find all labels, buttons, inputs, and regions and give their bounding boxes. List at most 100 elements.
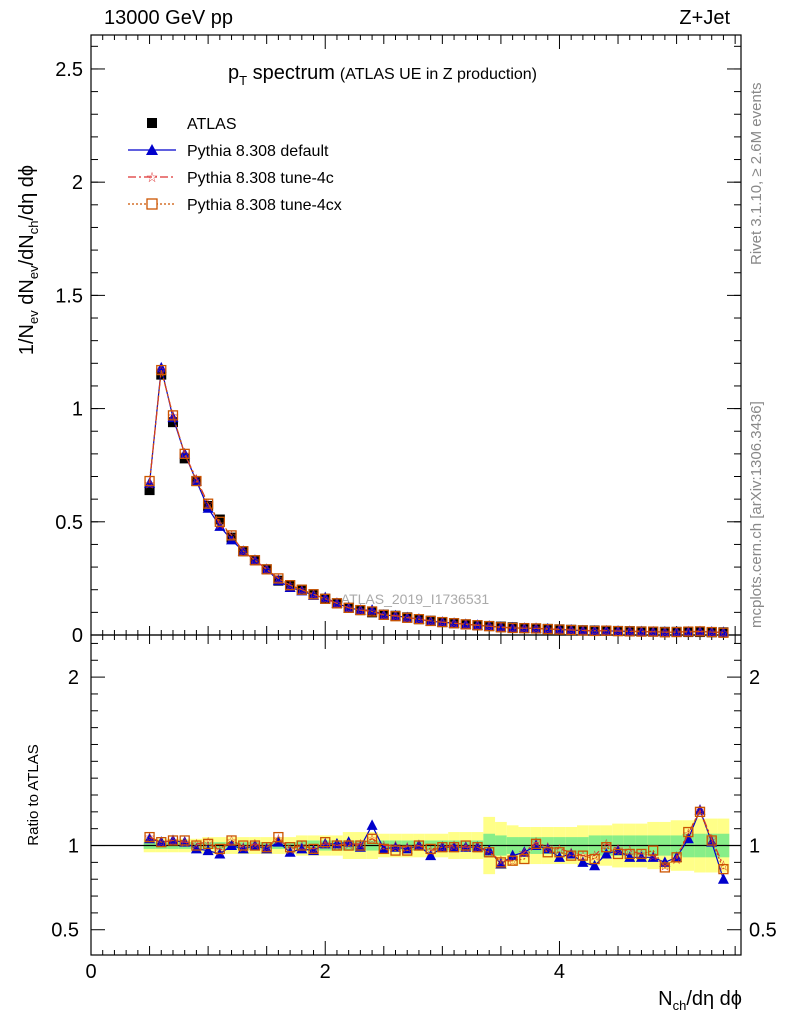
main-data-point: [331, 598, 343, 609]
plot-title-main: p: [228, 62, 239, 84]
ratio-y-tick-label: 2: [68, 667, 79, 689]
ratio-y-tick-label-right: 2: [749, 667, 760, 689]
ratio-data-point: ☆: [588, 848, 601, 864]
ratio-data-point: [296, 842, 308, 854]
x-axis-label: Nch/dη dϕ: [658, 988, 742, 1013]
legend-label-tune4cx: Pythia 8.308 tune-4cx: [187, 197, 342, 214]
main-data-point: [624, 626, 635, 637]
ratio-data-point: ☆: [319, 836, 332, 852]
main-data-point: [190, 475, 202, 486]
ratio-data-point: [636, 848, 647, 860]
ratio-data-point: [191, 840, 202, 851]
ratio-data-point: [261, 842, 273, 854]
ratio-data-point: ☆: [284, 841, 297, 857]
main-data-point: [694, 626, 706, 637]
ratio-data-point: [530, 838, 542, 849]
ratio-data-point: [589, 859, 601, 871]
main-data-point: [448, 618, 460, 629]
main-data-point: [484, 621, 495, 632]
ratio-data-point: [378, 843, 389, 855]
ratio-data-point: [460, 840, 471, 851]
main-data-point: [483, 620, 495, 631]
main-data-point: [413, 613, 425, 624]
main-data-point: [202, 502, 214, 513]
main-data-point: [319, 591, 331, 603]
main-y-tick-label: 0: [72, 625, 83, 647]
ratio-data-point: [448, 842, 460, 853]
ratio-data-point: ☆: [237, 839, 250, 855]
ratio-data-point: [519, 853, 530, 865]
plot-title-rest: spectrum: [247, 62, 335, 84]
ratio-data-point: [694, 806, 706, 817]
ratio-data-point: [437, 842, 448, 853]
ratio-data-point: ☆: [600, 836, 613, 852]
header-left: 13000 GeV pp: [104, 7, 233, 29]
ratio-data-point: [648, 845, 659, 856]
ratio-data-point: [320, 837, 331, 848]
ratio-data-point: [261, 842, 272, 853]
ratio-data-point: [202, 838, 214, 849]
main-data-point: [249, 555, 261, 566]
ratio-data-point: [308, 844, 320, 856]
main-data-point: [144, 475, 155, 487]
ratio-data-point: [577, 856, 589, 867]
ratio-data-point: [214, 843, 225, 855]
main-data-point: [191, 475, 202, 487]
main-data-point: [706, 626, 717, 638]
ratio-data-point: [425, 849, 437, 861]
ratio-data-point: [483, 844, 495, 856]
main-data-point: [155, 361, 167, 373]
ratio-data-point: ☆: [459, 839, 472, 855]
main-data-point: [694, 625, 706, 637]
main-data-point: [624, 625, 636, 636]
legend-entry-atlas: ATLAS: [147, 116, 237, 133]
main-data-point: [495, 621, 507, 632]
main-data-point: [214, 514, 225, 525]
main-data-point: [331, 597, 343, 608]
main-y-tick-label: 1: [72, 399, 83, 421]
plot-title: pT spectrum (ATLAS UE in Z production): [228, 62, 537, 88]
ratio-data-point: [507, 855, 518, 866]
main-data-point: [542, 623, 553, 635]
ratio-data-point: [366, 833, 378, 844]
main-data-point: [471, 619, 483, 630]
main-data-point: [671, 626, 683, 637]
main-data-point: [436, 616, 448, 627]
main-data-point: [636, 626, 647, 637]
ratio-data-point: [436, 841, 448, 852]
ratio-x-tick-label: 0: [85, 961, 96, 983]
ratio-data-point: [226, 835, 237, 846]
ratio-data-point: ☆: [659, 858, 672, 874]
main-data-point: [718, 627, 729, 638]
ratio-data-point: ☆: [424, 843, 437, 859]
main-data-point: [717, 626, 729, 637]
ratio-data-point: [683, 826, 694, 838]
main-data-point: [659, 627, 671, 638]
ratio-y-tick-label-right: 0.5: [749, 920, 777, 942]
ratio-data-point: [390, 845, 401, 856]
ratio-data-point: [144, 832, 156, 844]
ratio-data-point: [448, 841, 460, 852]
ratio-data-point: [238, 840, 249, 851]
ratio-x-tick-label: 4: [554, 961, 565, 983]
main-data-point: [308, 589, 319, 600]
ratio-data-point: [296, 840, 307, 851]
ratio-data-point: [706, 836, 718, 847]
ratio-data-point: [706, 835, 717, 846]
main-data-point: [390, 609, 402, 621]
main-data-point: [671, 626, 682, 638]
ratio-data-point: [167, 835, 179, 846]
ratio-data-point: [530, 839, 542, 851]
ratio-data-point: [202, 844, 214, 856]
main-data-point: [507, 621, 519, 633]
main-data-point: [214, 516, 225, 527]
main-data-point: [226, 530, 237, 541]
ratio-data-point: ☆: [448, 838, 461, 854]
main-data-point: [507, 622, 518, 634]
main-data-point: [565, 624, 577, 635]
header-right: Z+Jet: [679, 7, 730, 29]
main-data-point: [202, 498, 214, 509]
ratio-data-point: [319, 837, 331, 849]
main-data-point: [519, 623, 530, 634]
main-data-point: [648, 626, 659, 637]
